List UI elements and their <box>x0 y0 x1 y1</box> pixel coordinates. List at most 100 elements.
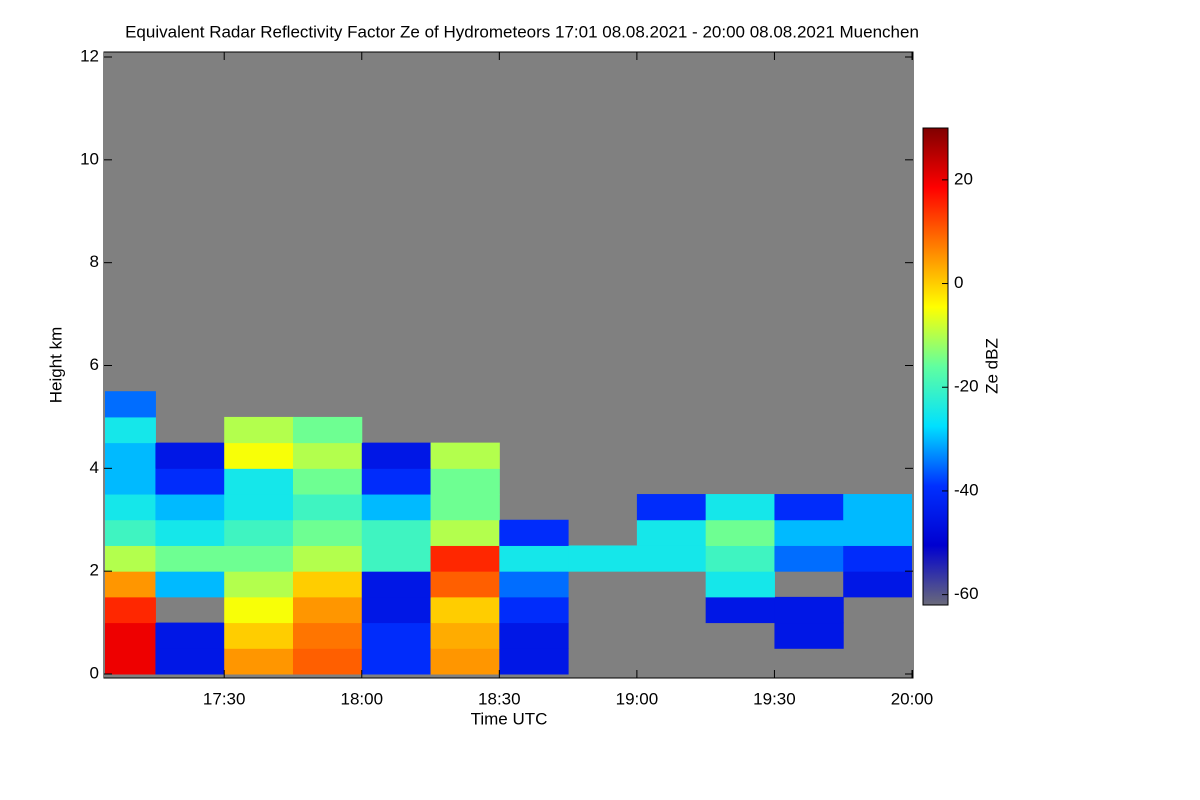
heatmap-cell <box>105 622 156 649</box>
heatmap-cell <box>774 622 844 649</box>
plot-area <box>105 52 912 678</box>
heatmap-cell <box>361 545 432 572</box>
axes: 0 2 4 6 8 10 12 17:30 18:00 18:30 19:00 19:30 20:00 -… <box>80 46 979 708</box>
heatmap-cell <box>155 571 225 598</box>
heatmap-cell <box>361 442 432 469</box>
heatmap-cell <box>155 468 225 495</box>
heatmap-cell <box>292 494 363 521</box>
x-tick-label: 19:30 <box>753 689 796 708</box>
heatmap-cell <box>499 596 569 624</box>
heatmap-cell <box>105 571 156 598</box>
heatmap-cell <box>774 519 844 546</box>
heatmap-cell <box>224 468 294 495</box>
heatmap-cell <box>292 442 363 469</box>
heatmap-cell <box>705 545 775 572</box>
heatmap-cell <box>361 596 432 624</box>
heatmap-cell <box>568 545 638 572</box>
heatmap-cell <box>292 545 363 572</box>
heatmap-cell <box>774 545 844 572</box>
colorbar-tick-label: -40 <box>954 480 979 499</box>
heatmap-cell <box>105 545 156 572</box>
heatmap-cell <box>430 442 500 469</box>
heatmap-cell <box>292 648 363 675</box>
heatmap-cell <box>430 648 500 675</box>
heatmap-cell <box>361 571 432 598</box>
heatmap-cell <box>292 519 363 546</box>
heatmap-cell <box>155 494 225 521</box>
heatmap-cell <box>705 571 775 598</box>
heatmap-cell <box>105 391 156 418</box>
y-axis-label: Height km <box>46 327 65 404</box>
heatmap-cell <box>843 545 912 572</box>
heatmap-cell <box>430 494 500 521</box>
colorbar-tick-label: 20 <box>954 169 973 188</box>
heatmap-cell <box>361 648 432 675</box>
heatmap-cell <box>636 519 707 546</box>
heatmap-cell <box>843 494 912 521</box>
heatmap-cell <box>843 571 912 598</box>
y-tick-label: 6 <box>90 355 99 374</box>
x-tick-label: 18:00 <box>340 689 383 708</box>
heatmap-cell <box>292 596 363 624</box>
heatmap-cell <box>292 468 363 495</box>
x-tick-label: 20:00 <box>891 689 934 708</box>
heatmap-cell <box>361 494 432 521</box>
heatmap-cell <box>155 622 225 649</box>
heatmap-cell <box>430 519 500 546</box>
heatmap-cell <box>155 519 225 546</box>
heatmap-cell <box>705 519 775 546</box>
colorbar-tick-label: -60 <box>954 584 979 603</box>
heatmap-cell <box>224 571 294 598</box>
heatmap-cell <box>499 545 569 572</box>
colorbar-label: Ze dBZ <box>982 338 1001 394</box>
y-tick-label: 2 <box>90 561 99 580</box>
heatmap-cell <box>499 519 569 546</box>
heatmap-cell <box>499 571 569 598</box>
heatmap-cell <box>105 648 156 675</box>
colorbar-tick-label: 0 <box>954 273 963 292</box>
heatmap-cell <box>774 596 844 624</box>
heatmap-cell <box>224 494 294 521</box>
heatmap-cell <box>224 519 294 546</box>
heatmap-cell <box>105 442 156 469</box>
heatmap-cell <box>224 545 294 572</box>
heatmap-cell <box>105 494 156 521</box>
y-tick-label: 0 <box>90 663 99 682</box>
heatmap-cell <box>430 545 500 572</box>
heatmap-cell <box>155 442 225 469</box>
heatmap-cell <box>430 571 500 598</box>
heatmap-cell <box>155 648 225 675</box>
heatmap-cell <box>224 596 294 624</box>
heatmap-cell <box>705 596 775 624</box>
y-tick-label: 8 <box>90 252 99 271</box>
heatmap-cell <box>105 468 156 495</box>
heatmap-cell <box>361 468 432 495</box>
heatmap-cell <box>430 622 500 649</box>
y-tick-label: 10 <box>80 149 99 168</box>
heatmap-cell <box>105 416 156 444</box>
heatmap-cell <box>499 622 569 649</box>
heatmap-cell <box>155 545 225 572</box>
colorbar-tick-label: -20 <box>954 377 979 396</box>
heatmap-cell <box>361 519 432 546</box>
heatmap-cell <box>636 494 707 521</box>
heatmap-cell <box>774 494 844 521</box>
x-tick-label: 17:30 <box>203 689 246 708</box>
heatmap-cell <box>292 571 363 598</box>
x-tick-label: 19:00 <box>616 689 659 708</box>
heatmap-cell <box>105 596 156 624</box>
heatmap-cell <box>224 622 294 649</box>
x-axis-label: Time UTC <box>471 709 548 728</box>
heatmap-cell <box>430 596 500 624</box>
colorbar <box>922 127 949 606</box>
heatmap-cell <box>224 416 294 444</box>
y-tick-label: 4 <box>90 458 99 477</box>
heatmap-cell <box>292 622 363 649</box>
heatmap-cell <box>292 416 363 444</box>
y-tick-label: 12 <box>80 46 99 65</box>
heatmap-cell <box>224 648 294 675</box>
heatmap-cell <box>224 442 294 469</box>
heatmap-cell <box>361 622 432 649</box>
heatmap-cell <box>105 519 156 546</box>
